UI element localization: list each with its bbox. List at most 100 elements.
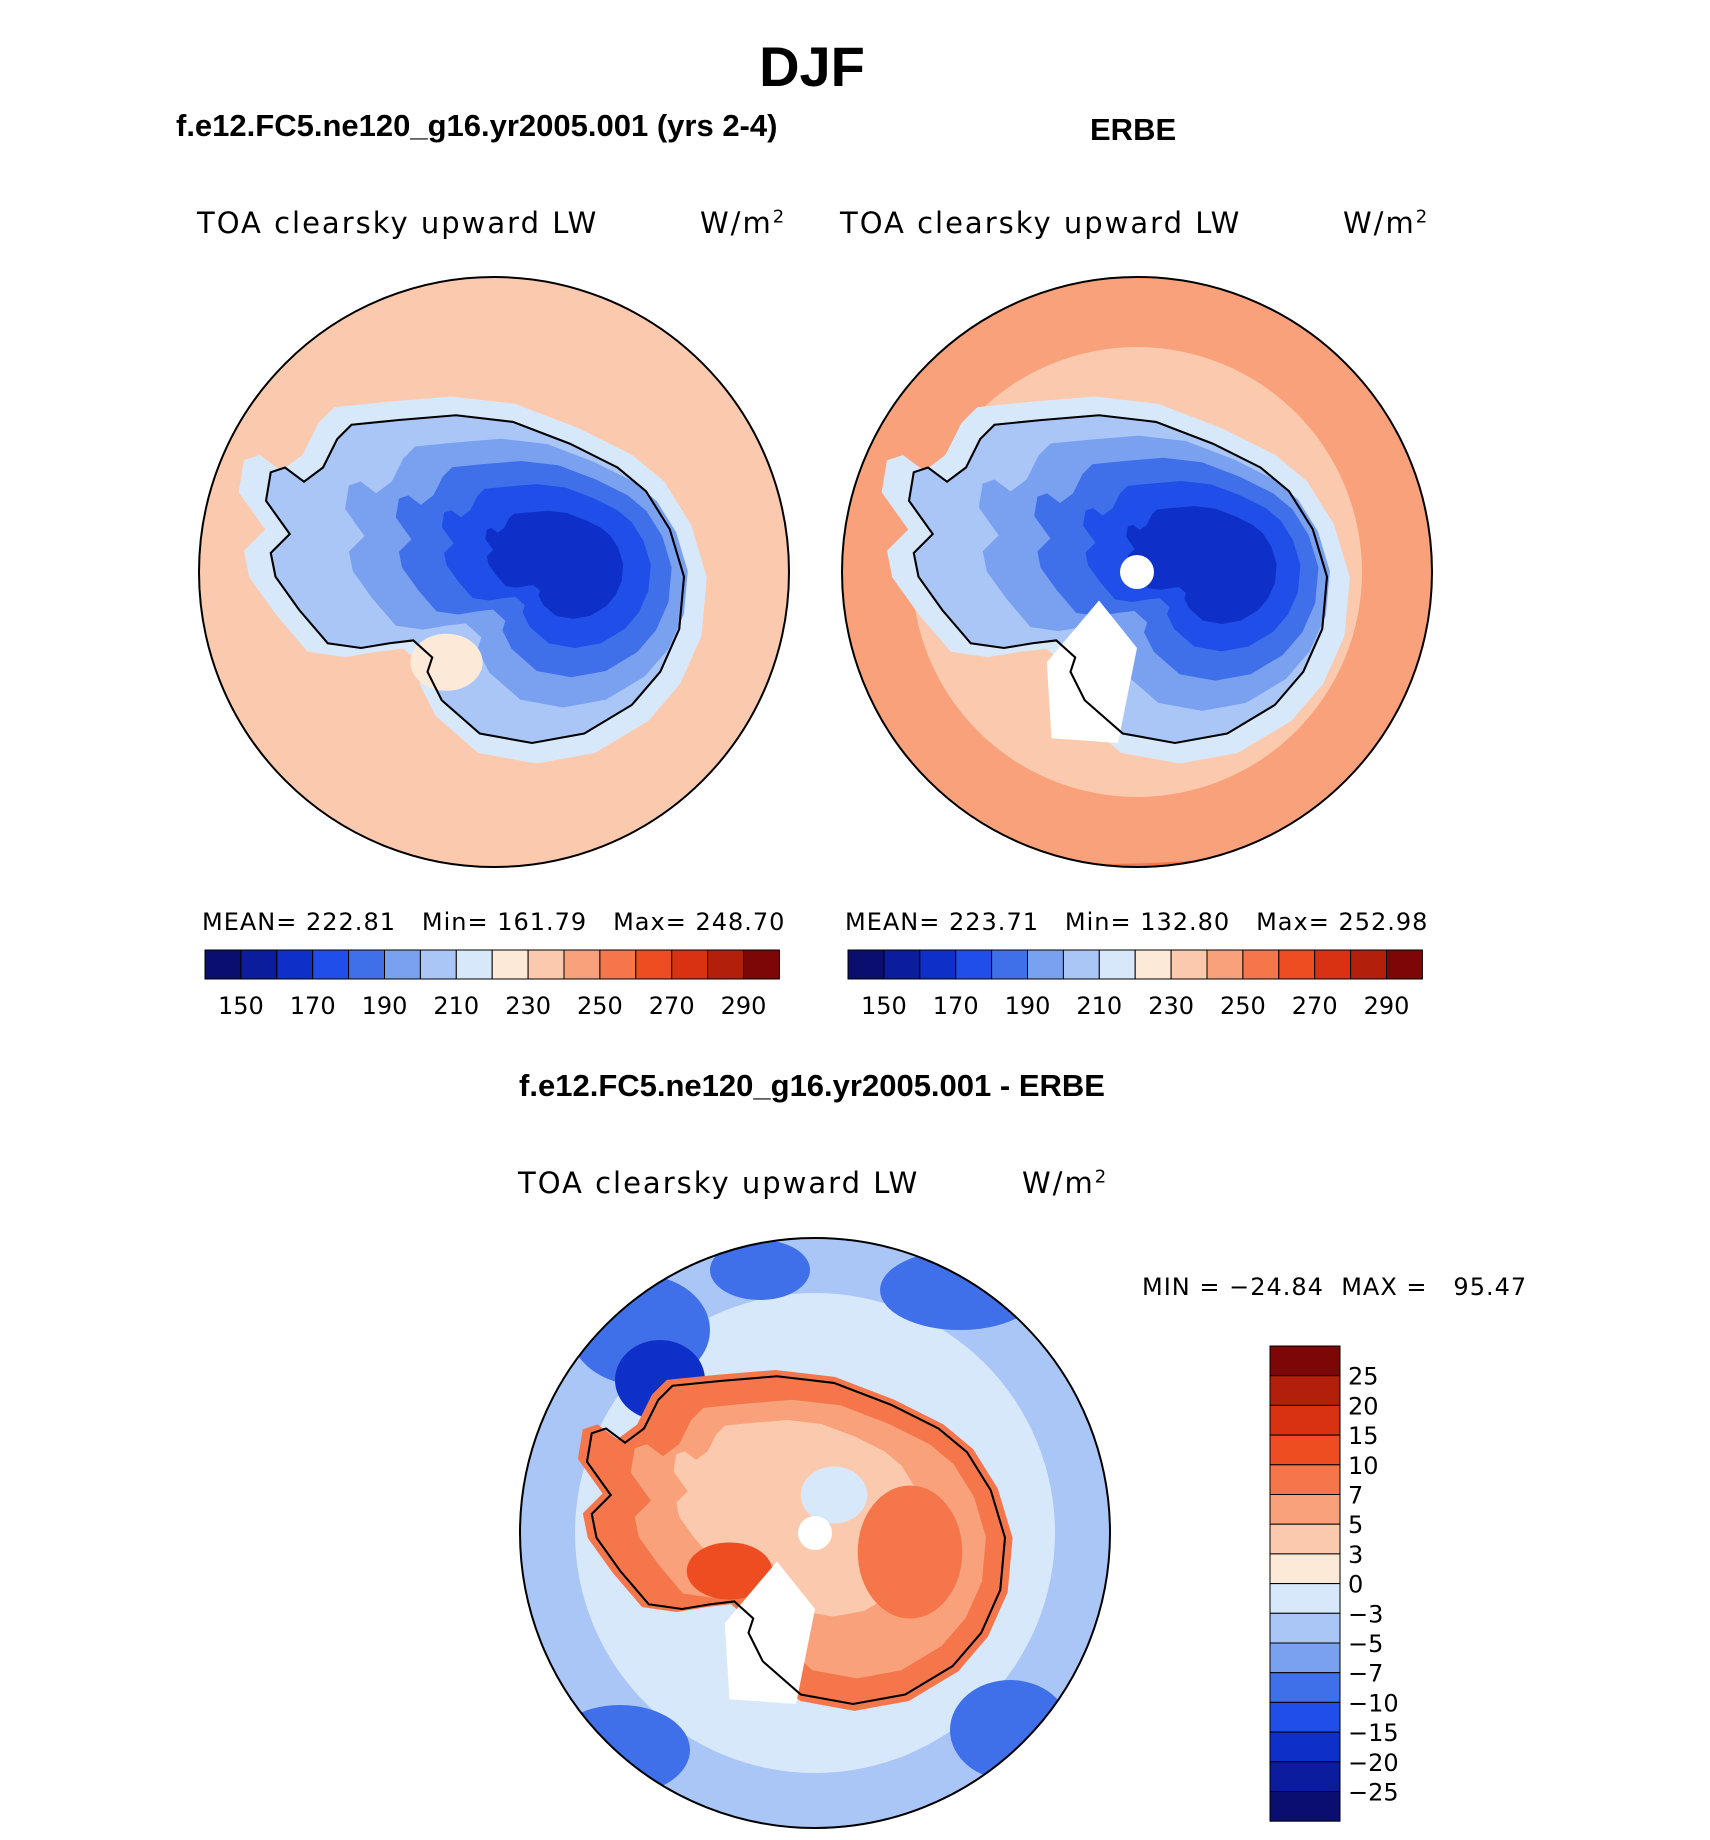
diff-colorbar-cell [1269,1791,1341,1822]
diff-colorbar-tick-label: 0 [1348,1571,1363,1599]
diff-units-label: W/m2 [1022,1166,1108,1200]
obs-colorbar-tick-label: 150 [861,992,907,1020]
diff-stats: MIN = −24.84 MAX = 95.47 [1142,1273,1527,1301]
model-map [198,276,790,868]
model-colorbar-cell [707,949,744,980]
obs-units-exp: 2 [1415,206,1430,228]
diff-colorbar-tick-label: −3 [1348,1600,1383,1628]
diff-colorbar-cell [1269,1642,1341,1674]
obs-colorbar-tick-label: 190 [1005,992,1051,1020]
diff-colorbar-tick-label: 5 [1348,1511,1363,1539]
model-colorbar-cell [527,949,565,980]
obs-colorbar-cell [991,949,1028,980]
model-colorbar-cell [563,949,601,980]
obs-colorbar-cell [1134,949,1172,980]
diff-colorbar-cell [1269,1583,1341,1614]
obs-colorbar-cell [955,949,993,980]
model-colorbar-tick-label: 210 [433,992,479,1020]
obs-colorbar-cell [1350,949,1387,980]
diff-colorbar-cell [1269,1553,1341,1585]
obs-colorbar-tick-label: 270 [1292,992,1338,1020]
obs-pole-hole [1120,555,1154,589]
model-min-label: Min= [421,908,489,936]
model-min-value: 161.79 [497,908,588,936]
obs-colorbar-cell [1278,949,1316,980]
model-colorbar-tick-label: 150 [218,992,264,1020]
model-panel-title: f.e12.FC5.ne120_g16.yr2005.001 (yrs 2-4) [176,108,778,143]
model-colorbar-cell [348,949,386,980]
obs-colorbar-cell [919,949,957,980]
diff-units-base: W/m [1022,1166,1095,1200]
obs-colorbar-cell [1062,949,1100,980]
model-colorbar-cell [671,949,709,980]
obs-max-value: 252.98 [1338,908,1429,936]
model-colorbar: 150 170 190 210 230 250 270 290 [204,949,780,1020]
diff-colorbar-tick-label: 7 [1348,1482,1363,1510]
diff-colorbar-cell [1269,1345,1341,1377]
obs-colorbar-cell [1098,949,1136,980]
obs-colorbar-cell [1314,949,1352,980]
diff-variable-label: TOA clearsky upward LW [518,1166,920,1200]
diff-colorbar-cell [1269,1761,1341,1793]
diff-colorbar-tick-label: 20 [1348,1392,1379,1420]
obs-colorbar-cell [883,949,921,980]
model-colorbar-tick-label: 290 [721,992,767,1020]
diff-units-exp: 2 [1094,1166,1109,1188]
diff-colorbar-cell [1269,1464,1341,1496]
obs-stats: MEAN= 223.71 Min= 132.80 Max= 252.98 [845,908,1428,936]
diff-colorbar-cell [1269,1494,1341,1525]
obs-map [841,276,1433,868]
obs-map-border [841,276,1433,868]
diff-colorbar-tick-label: 10 [1348,1452,1379,1480]
diff-colorbar-tick-label: −7 [1348,1660,1383,1688]
model-colorbar-cell [635,949,673,980]
model-colorbar-cell [240,949,278,980]
diff-colorbar-tick-label: 25 [1348,1363,1379,1391]
obs-colorbar: 150 170 190 210 230 250 270 290 [847,949,1423,1020]
model-colorbar-cell [743,949,780,980]
diff-colorbar-cell [1269,1701,1341,1733]
diff-colorbar-tick-label: −15 [1348,1719,1399,1747]
model-colorbar-cell [419,949,457,980]
model-stats: MEAN= 222.81 Min= 161.79 Max= 248.70 [202,908,785,936]
model-colorbar-cell [204,949,242,980]
obs-min-label: Min= [1064,908,1132,936]
model-mean-value: 222.81 [306,908,396,936]
obs-colorbar-cell [1170,949,1208,980]
obs-colorbar-tick-label: 250 [1220,992,1266,1020]
diff-max-label: MAX = [1341,1273,1428,1301]
main-title: DJF [759,35,865,98]
model-warm-edge-3 [199,277,340,330]
diff-colorbar-cell [1269,1404,1341,1436]
diff-colorbar-tick-label: 15 [1348,1422,1379,1450]
obs-panel-title: ERBE [1090,112,1177,147]
model-colorbar-cell [455,949,493,980]
obs-colorbar-cell [1027,949,1064,980]
obs-mean-label: MEAN= [845,908,941,936]
diff-colorbar-tick-label: −25 [1348,1779,1399,1807]
diff-colorbar-cell [1269,1375,1341,1406]
obs-units-base: W/m [1343,206,1416,240]
obs-colorbar-cell [1206,949,1244,980]
model-colorbar-cell [276,949,314,980]
model-max-label: Max= [613,908,687,936]
model-max-value: 248.70 [695,908,786,936]
obs-variable-label: TOA clearsky upward LW [840,206,1242,240]
model-colorbar-cell [312,949,350,980]
model-colorbar-cell [491,949,529,980]
diff-colorbar-cell [1269,1731,1341,1763]
diff-max-value: 95.47 [1453,1273,1528,1301]
diff-panel-title: f.e12.FC5.ne120_g16.yr2005.001 - ERBE [519,1068,1105,1103]
obs-mean-value: 223.71 [949,908,1039,936]
diff-map [519,1237,1111,1829]
model-variable-label: TOA clearsky upward LW [197,206,599,240]
model-colorbar-tick-label: 170 [290,992,336,1020]
diff-colorbar-cell [1269,1612,1341,1644]
model-units-exp: 2 [772,206,787,228]
obs-colorbar-tick-label: 230 [1148,992,1194,1020]
obs-colorbar-cell [1242,949,1280,980]
obs-max-label: Max= [1256,908,1330,936]
diff-colorbar-cell [1269,1672,1341,1703]
